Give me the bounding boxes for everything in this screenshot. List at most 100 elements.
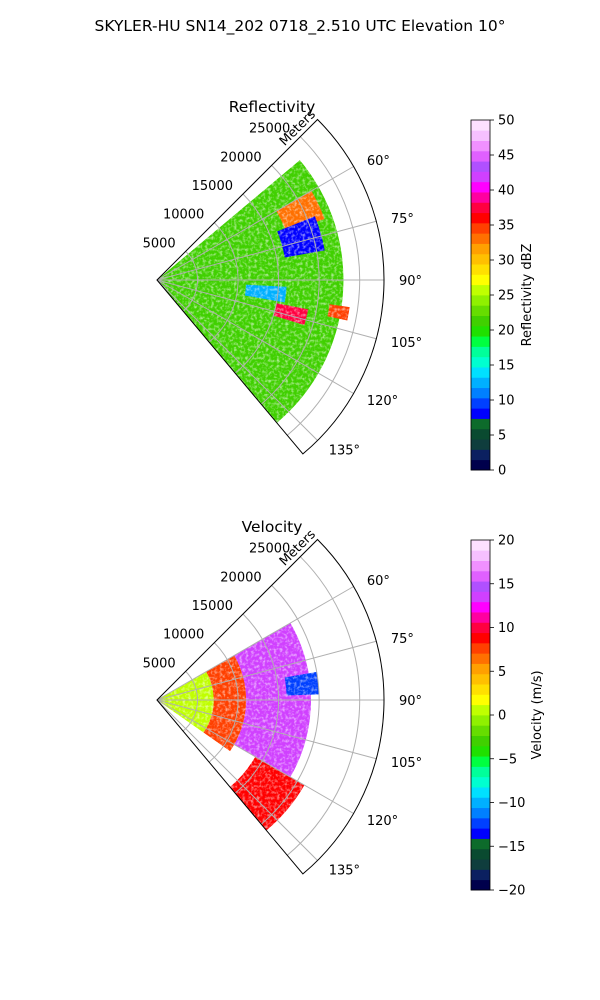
colorbar-swatch (471, 130, 490, 141)
colorbar-swatch (471, 346, 490, 358)
colorbar-tick-label: 0 (498, 464, 506, 479)
radial-tick-label: 15000 (192, 179, 233, 194)
colorbar-tick-label: 15 (498, 359, 515, 374)
colorbar-tick-label: 5 (498, 429, 506, 444)
colorbar-swatch (471, 745, 490, 757)
colorbar-swatch (471, 222, 490, 234)
sector-frame (156, 118, 385, 455)
azimuth-tick-label: 135° (329, 864, 360, 879)
colorbar-swatch (471, 253, 490, 265)
colorbar-swatch (471, 550, 490, 561)
velocity-colorbar: −20 −15 −10 −5 0 5 10 15 20 (470, 534, 525, 899)
range-ring (260, 584, 320, 825)
reflectivity-panel: Reflectivity 5000 10000 15000 20000 25000 60°… (143, 98, 535, 479)
colorbar-swatch (471, 766, 490, 778)
reflectivity-title: Reflectivity (229, 98, 316, 116)
azimuth-spoke (156, 220, 377, 281)
colorbar-swatch (471, 439, 490, 450)
azimuth-tick-label: 120° (367, 814, 398, 829)
figure-title: SKYLER-HU SN14_202 0718_2.510 UTC Elevat… (95, 17, 506, 36)
colorbar-swatch (471, 397, 490, 409)
colorbar-swatch (471, 377, 490, 389)
colorbar-tick-label: 10 (498, 394, 515, 409)
colorbar-swatch (471, 540, 490, 551)
colorbar-swatch (471, 428, 490, 440)
colorbar-tick-label: 50 (498, 114, 515, 129)
range-ring (286, 136, 361, 436)
colorbar-swatch (471, 776, 490, 788)
range-ring (234, 193, 280, 374)
colorbar-swatch (471, 120, 490, 131)
azimuth-spoke (156, 699, 377, 760)
colorbar-swatch (471, 560, 490, 572)
colorbar-swatch (471, 797, 490, 809)
colorbar-swatch (471, 570, 490, 582)
colorbar-swatch (471, 264, 490, 275)
colorbar-swatch (471, 192, 490, 203)
colorbar-swatch (471, 879, 490, 891)
colorbar-swatch (471, 673, 490, 685)
colorbar-tick-label: 40 (498, 184, 515, 199)
velocity-plot: 5000 10000 15000 20000 25000 60° 75° 90° 105° 120… (143, 527, 423, 879)
radial-tick-label: 20000 (220, 150, 261, 165)
colorbar-swatch (471, 581, 490, 592)
azimuth-tick-label: 90° (399, 694, 422, 709)
colorbar-swatch (471, 284, 490, 296)
azimuth-tick-label: 135° (329, 444, 360, 459)
colorbar-swatch (471, 408, 490, 419)
azimuth-tick-label: 60° (367, 154, 390, 169)
colorbar-swatch (471, 233, 490, 244)
azimuth-tick-label: 75° (391, 212, 414, 227)
colorbar-swatch (471, 591, 490, 603)
azimuth-tick-label: 105° (391, 756, 422, 771)
colorbar-swatch (471, 387, 490, 399)
colorbar-swatch (471, 601, 490, 613)
range-ring (286, 556, 361, 856)
azimuth-tick-label: 105° (391, 336, 422, 351)
azimuth-spoke (156, 699, 318, 861)
colorbar-swatch (471, 622, 490, 634)
colorbar-tick-label: 20 (498, 534, 515, 549)
radial-tick-label: 15000 (192, 599, 233, 614)
colorbar-swatch (471, 418, 490, 430)
colorbar-swatch (471, 869, 490, 881)
colorbar-swatch (471, 161, 490, 172)
colorbar-swatch (471, 202, 490, 214)
colorbar-tick-label: −20 (498, 884, 525, 899)
azimuth-tick-label: 90° (399, 274, 422, 289)
reflectivity-colorbar: 0 5 10 15 20 25 30 35 40 45 50 (470, 114, 515, 479)
azimuth-tick-label: 75° (391, 632, 414, 647)
colorbar-swatch (471, 838, 490, 850)
colorbar-swatch (471, 642, 490, 654)
azimuth-spoke (156, 279, 318, 441)
colorbar-tick-label: 15 (498, 577, 515, 592)
colorbar-swatch (471, 704, 490, 716)
colorbar-swatch (471, 828, 490, 839)
range-ring (208, 642, 239, 763)
colorbar-swatch (471, 356, 490, 368)
range-ring (182, 670, 199, 732)
azimuth-spoke (156, 699, 354, 814)
colorbar-swatch (471, 612, 490, 623)
colorbar-swatch (471, 274, 490, 286)
colorbar-tick-label: 10 (498, 621, 515, 636)
radial-tick-label: 5000 (143, 236, 176, 251)
velocity-panel: Velocity 5000 10000 15000 20000 25000 60° 75° 9… (143, 518, 545, 899)
colorbar-swatch (471, 848, 490, 860)
range-ring (260, 164, 320, 405)
range-ring (234, 613, 280, 794)
colorbar-swatch (471, 140, 490, 152)
range-ring (208, 222, 239, 343)
colorbar-swatch (471, 336, 490, 347)
colorbar-swatch (471, 859, 490, 870)
colorbar-swatch (471, 756, 490, 767)
colorbar-swatch (471, 653, 490, 664)
colorbar-tick-label: 30 (498, 254, 515, 269)
reflectivity-colorbar-label: Reflectivity dBZ (520, 244, 535, 347)
colorbar-swatch (471, 632, 490, 644)
colorbar-swatch (471, 694, 490, 706)
velocity-colorbar-label: Velocity (m/s) (530, 670, 545, 759)
colorbar-swatch (471, 150, 490, 162)
azimuth-tick-label: 120° (367, 394, 398, 409)
